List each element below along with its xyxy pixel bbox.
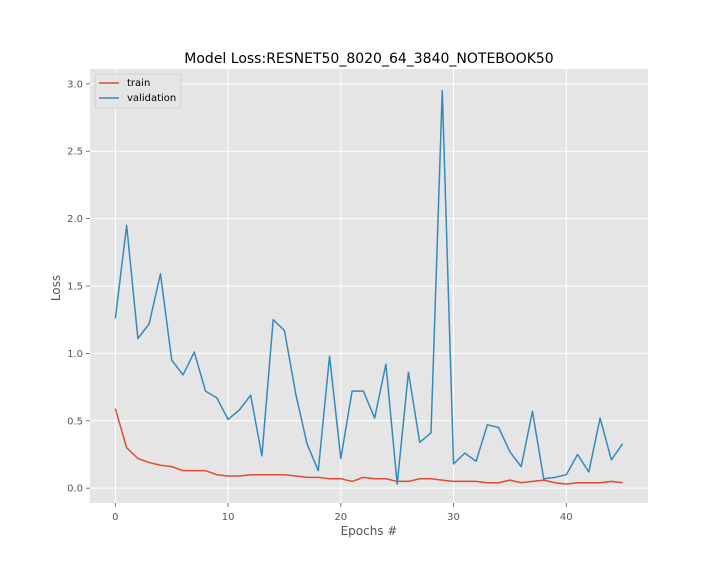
series-line-train xyxy=(114,408,623,485)
x-tick-label: 40 xyxy=(560,512,573,523)
y-axis-label: Loss xyxy=(49,275,63,301)
y-tick-label: 2.5 xyxy=(67,147,83,158)
x-tick-label: 20 xyxy=(334,512,347,523)
legend-label-validation: validation xyxy=(127,93,176,104)
y-tick-label: 0.0 xyxy=(67,484,83,495)
y-tick-label: 3.0 xyxy=(67,79,83,90)
series-line-validation xyxy=(114,89,624,485)
legend: train validation xyxy=(94,73,182,109)
grid xyxy=(90,69,648,503)
chart-title: Model Loss:RESNET50_8020_64_3840_NOTEBOO… xyxy=(184,51,553,67)
x-tick-label: 0 xyxy=(112,512,118,523)
y-tick-label: 0.5 xyxy=(67,416,83,427)
x-tick-label: 30 xyxy=(447,512,460,523)
y-tick-label: 1.0 xyxy=(67,349,83,360)
series-layer xyxy=(114,89,624,485)
x-axis-ticks: 0 10 20 30 40 xyxy=(112,503,573,523)
y-tick-label: 2.0 xyxy=(67,214,83,225)
y-axis-ticks: 0.0 0.5 1.0 1.5 2.0 2.5 3.0 xyxy=(67,79,90,495)
legend-label-train: train xyxy=(127,78,150,89)
y-tick-label: 1.5 xyxy=(67,282,83,293)
x-axis-label: Epochs # xyxy=(341,524,398,538)
x-tick-label: 10 xyxy=(222,512,235,523)
